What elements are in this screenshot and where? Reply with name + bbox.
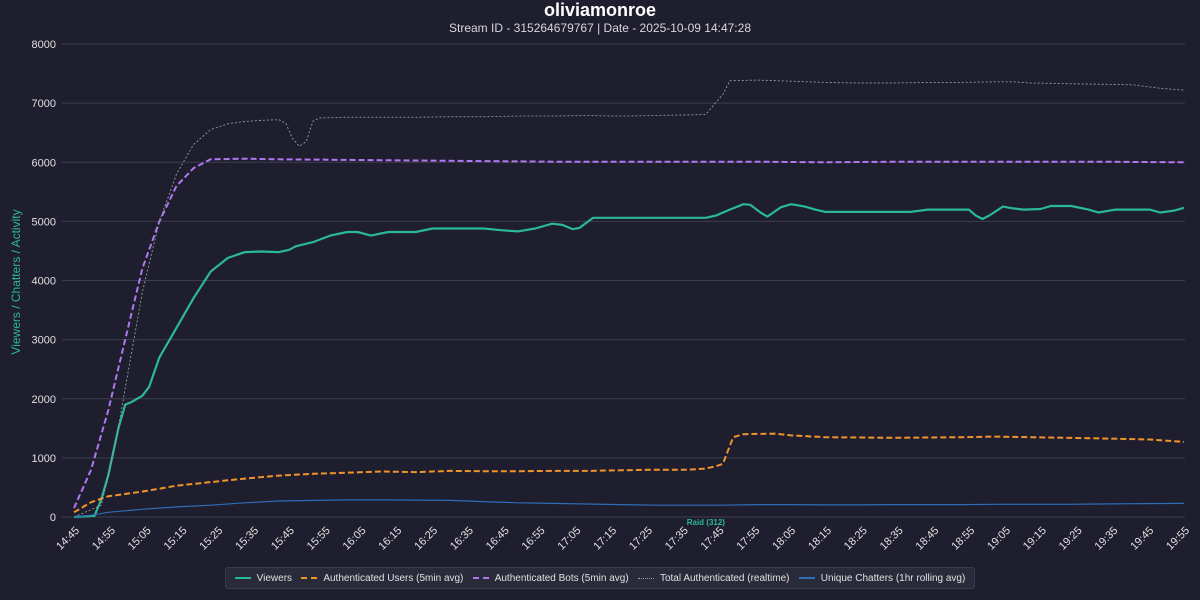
x-tick-label: 18:45 xyxy=(914,525,942,553)
x-tick-label: 17:15 xyxy=(591,525,619,553)
grid-lines xyxy=(62,43,1185,518)
x-tick-label: 16:55 xyxy=(520,525,548,553)
x-tick-label: 15:15 xyxy=(162,525,190,553)
x-tick-label: 18:25 xyxy=(842,525,870,553)
series-group xyxy=(73,79,1185,519)
x-tick-label: 15:35 xyxy=(233,525,261,553)
legend: Viewers Authenticated Users (5min avg) Aut… xyxy=(225,567,975,589)
x-tick-label: 17:05 xyxy=(555,525,583,553)
legend-item: Unique Chatters (1hr rolling avg) xyxy=(798,572,966,584)
legend-item: Total Authenticated (realtime) xyxy=(637,572,790,584)
legend-label: Authenticated Users (5min avg) xyxy=(323,572,464,584)
legend-label: Total Authenticated (realtime) xyxy=(659,572,790,584)
x-tick-label: 17:35 xyxy=(663,525,691,553)
y-tick-label: 6000 xyxy=(32,157,56,169)
series-line-3 xyxy=(73,79,1185,518)
legend-swatch xyxy=(472,577,489,579)
legend-label: Viewers xyxy=(256,572,293,584)
x-tick-label: 15:55 xyxy=(305,525,333,553)
x-tick-label: 16:45 xyxy=(484,525,512,553)
x-tick-label: 15:05 xyxy=(126,525,154,553)
series-line-1 xyxy=(73,432,1185,514)
raid-annotation: Raid (312) xyxy=(687,518,726,527)
y-tick-label: 8000 xyxy=(32,39,56,51)
legend-swatch xyxy=(234,577,251,579)
legend-label: Authenticated Bots (5min avg) xyxy=(494,572,629,584)
y-tick-label: 5000 xyxy=(32,216,56,228)
legend-swatch xyxy=(637,577,654,579)
y-tick-label: 7000 xyxy=(32,98,56,110)
legend-label: Unique Chatters (1hr rolling avg) xyxy=(820,572,966,584)
y-tick-label: 2000 xyxy=(32,394,56,406)
series-line-2 xyxy=(73,157,1185,509)
x-tick-label: 19:55 xyxy=(1164,525,1192,553)
x-tick-label: 18:05 xyxy=(770,525,798,553)
y-axis-label: Viewers / Chatters / Activity xyxy=(9,209,23,354)
y-tick-label: 1000 xyxy=(32,453,56,465)
annotations: Raid (312) xyxy=(687,518,726,527)
x-tick-label: 17:25 xyxy=(627,525,655,553)
x-tick-label: 14:55 xyxy=(90,525,118,553)
x-tick-label: 15:45 xyxy=(269,525,297,553)
legend-item: Authenticated Users (5min avg) xyxy=(301,573,463,584)
x-tick-label: 19:25 xyxy=(1057,525,1085,553)
x-tick-label: 15:25 xyxy=(197,525,225,553)
legend-swatch xyxy=(798,577,815,579)
x-axis-ticks: 14:45 14:55 15:05 15:15 15:25 15:35 15:45 15:55… xyxy=(54,525,1192,553)
x-tick-label: 17:55 xyxy=(734,525,762,553)
legend-item: Viewers xyxy=(234,572,293,584)
x-tick-label: 18:55 xyxy=(949,525,977,553)
x-tick-label: 19:15 xyxy=(1021,525,1049,553)
y-tick-label: 3000 xyxy=(32,335,56,347)
legend-swatch xyxy=(301,577,318,579)
x-tick-label: 18:35 xyxy=(878,525,906,553)
x-tick-label: 19:45 xyxy=(1128,525,1156,553)
series-line-0 xyxy=(73,203,1185,519)
series-line-4 xyxy=(73,499,1185,518)
x-tick-label: 16:15 xyxy=(376,525,404,553)
x-tick-label: 16:05 xyxy=(341,525,369,553)
x-tick-label: 17:45 xyxy=(699,525,727,553)
legend-item: Authenticated Bots (5min avg) xyxy=(472,572,629,584)
chart-title: oliviamonroe xyxy=(543,0,657,20)
x-tick-label: 19:05 xyxy=(985,525,1013,553)
x-tick-label: 19:35 xyxy=(1093,525,1121,553)
x-tick-label: 16:35 xyxy=(448,525,476,553)
y-axis-ticks: 0 1000 2000 3000 4000 5000 6000 7000 8000 xyxy=(32,39,56,524)
x-tick-label: 14:45 xyxy=(54,525,82,553)
x-tick-label: 16:25 xyxy=(412,525,440,553)
y-tick-label: 4000 xyxy=(32,276,56,288)
y-tick-label: 0 xyxy=(50,512,56,524)
chart-subtitle: Stream ID - 315264679767 | Date - 2025-1… xyxy=(449,21,751,35)
x-tick-label: 18:15 xyxy=(806,525,834,553)
